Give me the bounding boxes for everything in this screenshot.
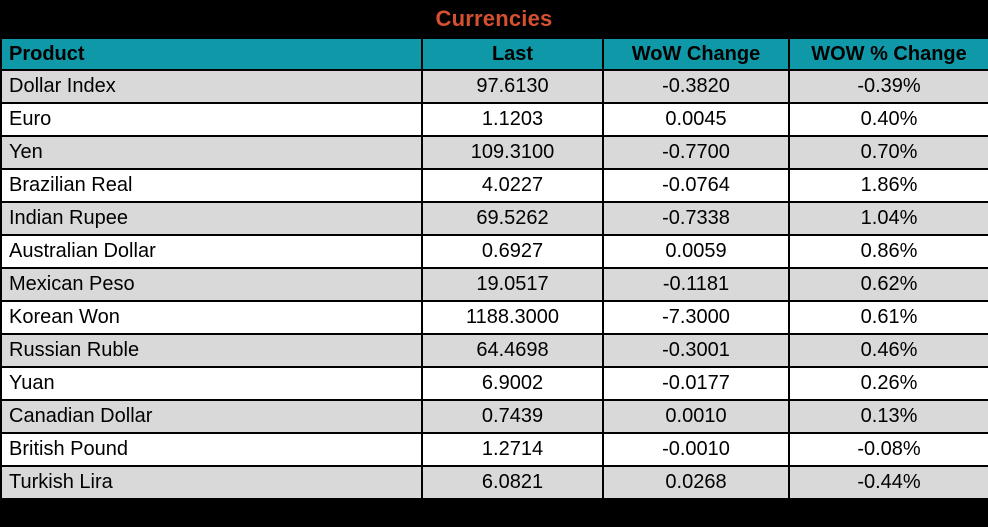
header-row: Product Last WoW Change WOW % Change [0, 37, 988, 71]
cell-last[interactable]: 97.6130 [421, 69, 604, 104]
cell-wow-change[interactable]: -0.7338 [602, 201, 790, 236]
table-row: Mexican Peso 19.0517 -0.1181 0.62% [0, 267, 988, 302]
cell-product[interactable]: Yuan [0, 366, 423, 401]
cell-last[interactable]: 6.9002 [421, 366, 604, 401]
cell-wow-change[interactable]: -0.7700 [602, 135, 790, 170]
table-row: Russian Ruble 64.4698 -0.3001 0.46% [0, 333, 988, 368]
table-row: Yen 109.3100 -0.7700 0.70% [0, 135, 988, 170]
table-body: Dollar Index 97.6130 -0.3820 -0.39% Euro 1.12… [0, 69, 988, 500]
cell-last[interactable]: 69.5262 [421, 201, 604, 236]
header-cell-wow-change[interactable]: WoW Change [602, 37, 790, 71]
table-row: Dollar Index 97.6130 -0.3820 -0.39% [0, 69, 988, 104]
table-row: Indian Rupee 69.5262 -0.7338 1.04% [0, 201, 988, 236]
cell-product[interactable]: Canadian Dollar [0, 399, 423, 434]
cell-wow-pct-change[interactable]: 0.13% [788, 399, 988, 434]
currencies-table: Product Last WoW Change WOW % Change Dollar… [0, 37, 988, 500]
cell-wow-pct-change[interactable]: 0.61% [788, 300, 988, 335]
cell-product[interactable]: Russian Ruble [0, 333, 423, 368]
header-cell-last[interactable]: Last [421, 37, 604, 71]
table-row: British Pound 1.2714 -0.0010 -0.08% [0, 432, 988, 467]
cell-wow-change[interactable]: -0.0764 [602, 168, 790, 203]
cell-wow-pct-change[interactable]: 0.40% [788, 102, 988, 137]
cell-product[interactable]: Yen [0, 135, 423, 170]
cell-product[interactable]: Euro [0, 102, 423, 137]
cell-last[interactable]: 0.6927 [421, 234, 604, 269]
cell-last[interactable]: 0.7439 [421, 399, 604, 434]
cell-last[interactable]: 6.0821 [421, 465, 604, 500]
cell-wow-pct-change[interactable]: 0.86% [788, 234, 988, 269]
title-bar: Currencies [0, 0, 988, 37]
cell-product[interactable]: Dollar Index [0, 69, 423, 104]
cell-wow-pct-change[interactable]: 0.62% [788, 267, 988, 302]
table-row: Brazilian Real 4.0227 -0.0764 1.86% [0, 168, 988, 203]
cell-product[interactable]: Australian Dollar [0, 234, 423, 269]
table-title: Currencies [435, 5, 553, 31]
table-row: Australian Dollar 0.6927 0.0059 0.86% [0, 234, 988, 269]
cell-wow-change[interactable]: 0.0059 [602, 234, 790, 269]
cell-wow-change[interactable]: -0.0177 [602, 366, 790, 401]
cell-last[interactable]: 1188.3000 [421, 300, 604, 335]
cell-product[interactable]: Indian Rupee [0, 201, 423, 236]
cell-wow-change[interactable]: 0.0045 [602, 102, 790, 137]
cell-wow-change[interactable]: -0.3820 [602, 69, 790, 104]
cell-product[interactable]: Brazilian Real [0, 168, 423, 203]
cell-last[interactable]: 4.0227 [421, 168, 604, 203]
cell-wow-pct-change[interactable]: -0.44% [788, 465, 988, 500]
cell-product[interactable]: Korean Won [0, 300, 423, 335]
cell-wow-change[interactable]: -0.0010 [602, 432, 790, 467]
cell-wow-change[interactable]: -0.3001 [602, 333, 790, 368]
cell-wow-change[interactable]: -7.3000 [602, 300, 790, 335]
cell-product[interactable]: Mexican Peso [0, 267, 423, 302]
table-row: Canadian Dollar 0.7439 0.0010 0.13% [0, 399, 988, 434]
table-row: Korean Won 1188.3000 -7.3000 0.61% [0, 300, 988, 335]
cell-wow-pct-change[interactable]: 1.86% [788, 168, 988, 203]
cell-product[interactable]: Turkish Lira [0, 465, 423, 500]
table-row: Yuan 6.9002 -0.0177 0.26% [0, 366, 988, 401]
cell-wow-pct-change[interactable]: 0.26% [788, 366, 988, 401]
header-cell-wow-pct-change[interactable]: WOW % Change [788, 37, 988, 71]
cell-last[interactable]: 1.2714 [421, 432, 604, 467]
cell-last[interactable]: 109.3100 [421, 135, 604, 170]
header-cell-product[interactable]: Product [0, 37, 423, 71]
cell-wow-pct-change[interactable]: 0.46% [788, 333, 988, 368]
cell-last[interactable]: 1.1203 [421, 102, 604, 137]
cell-last[interactable]: 64.4698 [421, 333, 604, 368]
cell-wow-pct-change[interactable]: -0.39% [788, 69, 988, 104]
table-row: Euro 1.1203 0.0045 0.40% [0, 102, 988, 137]
cell-last[interactable]: 19.0517 [421, 267, 604, 302]
cell-wow-pct-change[interactable]: 0.70% [788, 135, 988, 170]
cell-wow-change[interactable]: -0.1181 [602, 267, 790, 302]
cell-wow-change[interactable]: 0.0268 [602, 465, 790, 500]
cell-product[interactable]: British Pound [0, 432, 423, 467]
cell-wow-pct-change[interactable]: -0.08% [788, 432, 988, 467]
cell-wow-pct-change[interactable]: 1.04% [788, 201, 988, 236]
cell-wow-change[interactable]: 0.0010 [602, 399, 790, 434]
table-row: Turkish Lira 6.0821 0.0268 -0.44% [0, 465, 988, 500]
